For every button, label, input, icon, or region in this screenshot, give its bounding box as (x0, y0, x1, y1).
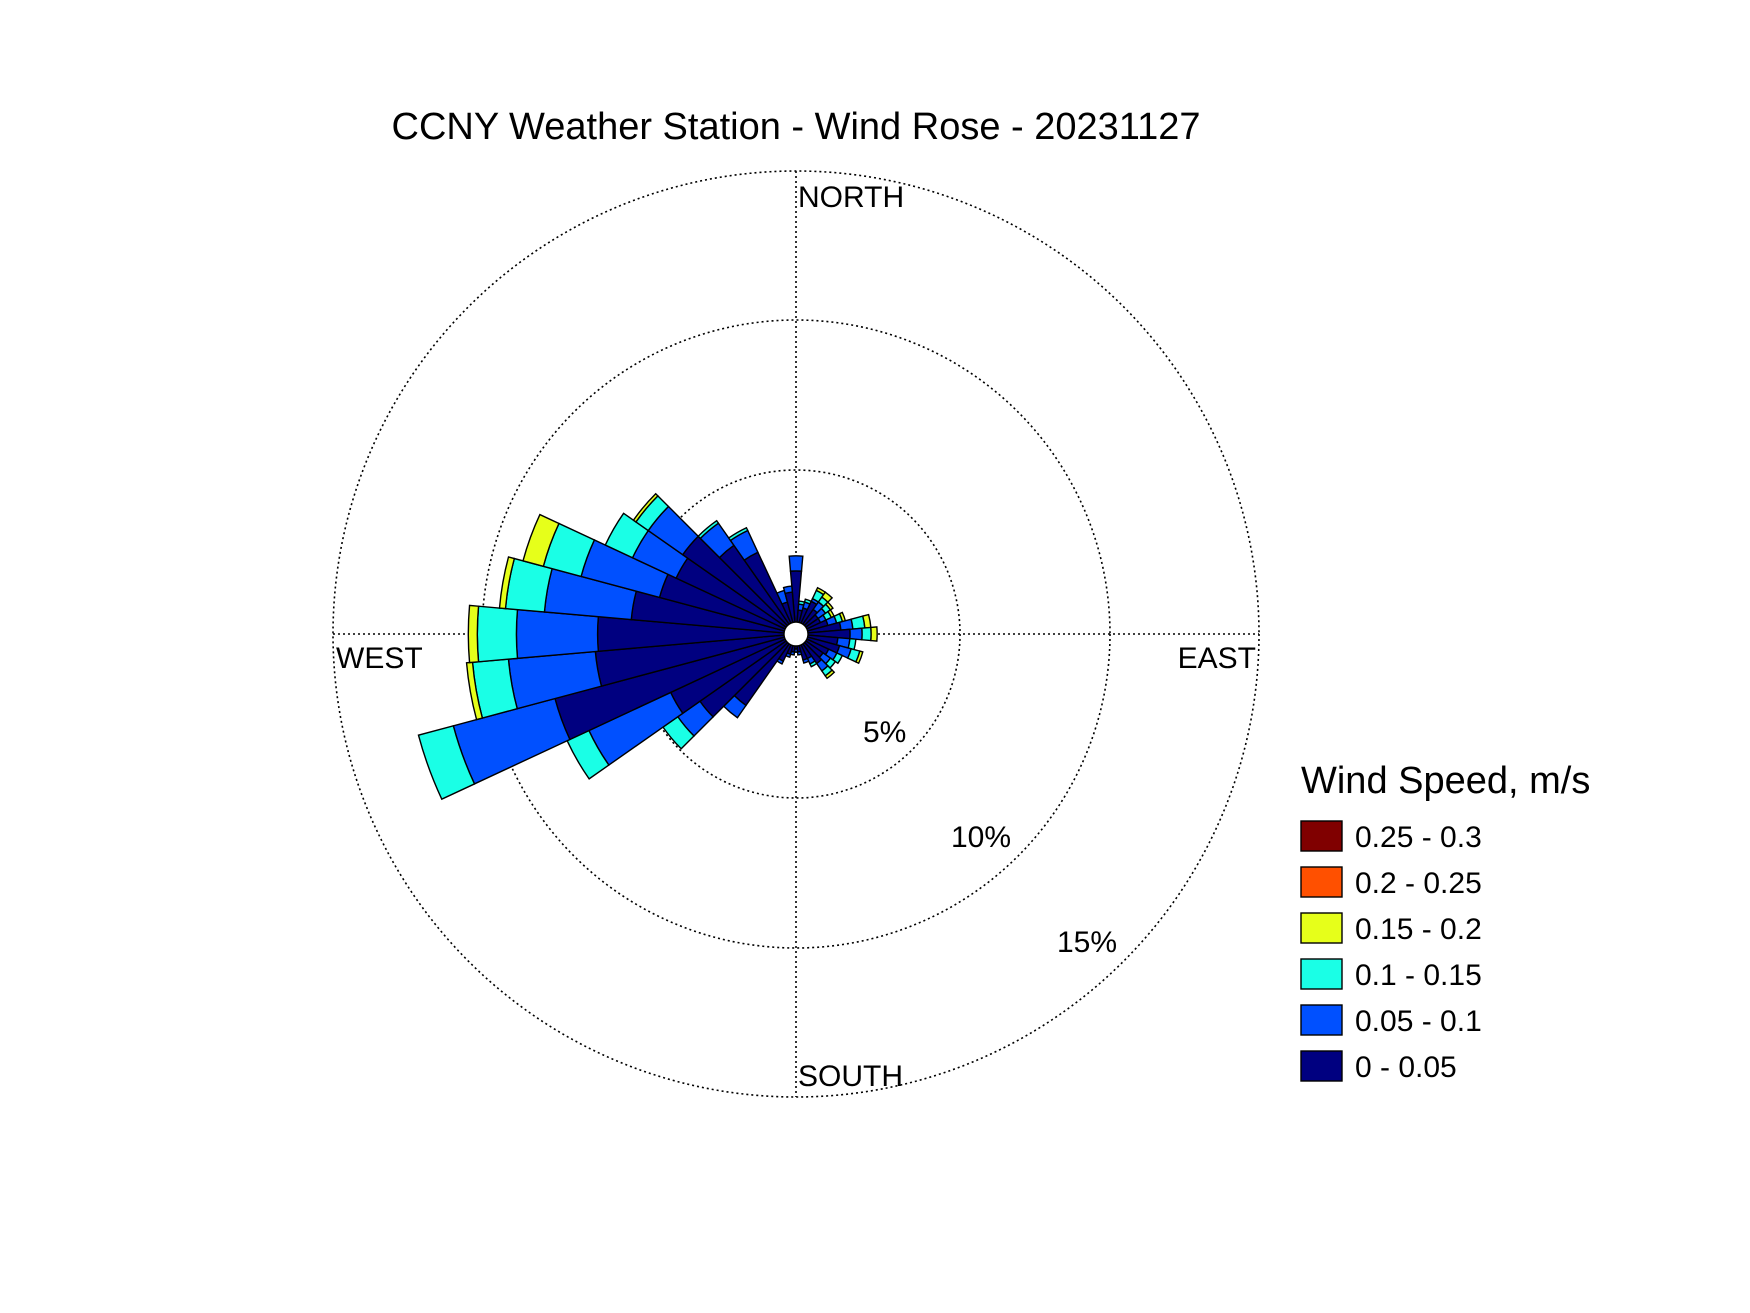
chart-title: CCNY Weather Station - Wind Rose - 20231… (392, 106, 1201, 148)
petal-350deg-bin-1 (782, 585, 794, 595)
petal-40deg-bin-3 (820, 591, 834, 604)
petal-310deg-bin-3 (632, 492, 659, 523)
legend-swatch-3 (1300, 958, 1343, 990)
petal-250deg-bin-1 (452, 697, 571, 785)
legend-label-3: 0.1 - 0.15 (1355, 959, 1482, 992)
petal-50deg-bin-3 (824, 601, 834, 611)
petal-320deg-bin-2 (697, 519, 720, 540)
petal-270deg-bin-1 (515, 608, 600, 660)
ring-label-10: 10% (951, 821, 1011, 854)
ring-label-5: 5% (863, 716, 906, 749)
legend-label-4: 0.05 - 0.1 (1355, 1005, 1482, 1038)
petal-330deg-bin-2 (727, 526, 749, 542)
legend-title: Wind Speed, m/s (1301, 760, 1590, 802)
petal-160deg-bin-1 (802, 657, 810, 664)
petal-270deg-bin-2 (476, 605, 519, 663)
petal-90deg-bin-3 (870, 626, 878, 642)
petal-150deg-bin-2 (809, 660, 818, 668)
legend-label-1: 0.2 - 0.25 (1355, 867, 1482, 900)
legend: Wind Speed, m/s 0.25 - 0.3 0.2 - 0.25 0.… (1300, 760, 1590, 1084)
legend-label-2: 0.15 - 0.2 (1355, 913, 1482, 946)
petal-110deg-bin-3 (855, 650, 864, 665)
label-south: SOUTH (798, 1060, 903, 1093)
petal-90deg-bin-2 (861, 626, 872, 642)
legend-swatch-4 (1300, 1004, 1343, 1036)
ring-label-15: 15% (1057, 926, 1117, 959)
petal-170deg-bin-1 (796, 650, 803, 656)
petal-140deg-bin-3 (824, 669, 836, 680)
center-calm-circle (783, 621, 809, 647)
petal-260deg-bin-3 (465, 661, 484, 721)
petal-280deg-bin-3 (498, 556, 516, 610)
legend-swatch-0 (1300, 820, 1343, 852)
label-north: NORTH (798, 181, 904, 214)
petal-0deg-bin-1 (788, 555, 804, 572)
wind-petals (417, 492, 878, 801)
petal-300deg-bin-2 (604, 512, 650, 559)
legend-swatch-5 (1300, 1050, 1343, 1082)
legend-swatch-1 (1300, 866, 1343, 898)
label-west: WEST (336, 642, 423, 675)
petal-290deg-bin-3 (522, 513, 560, 568)
label-east: EAST (1178, 642, 1256, 675)
legend-label-5: 0 - 0.05 (1355, 1051, 1457, 1084)
legend-label-0: 0.25 - 0.3 (1355, 821, 1482, 854)
legend-swatch-2 (1300, 912, 1343, 944)
petal-270deg-bin-3 (467, 604, 480, 664)
petal-80deg-bin-3 (861, 613, 872, 629)
petal-250deg-bin-2 (417, 724, 476, 801)
petal-90deg-bin-1 (849, 627, 863, 641)
